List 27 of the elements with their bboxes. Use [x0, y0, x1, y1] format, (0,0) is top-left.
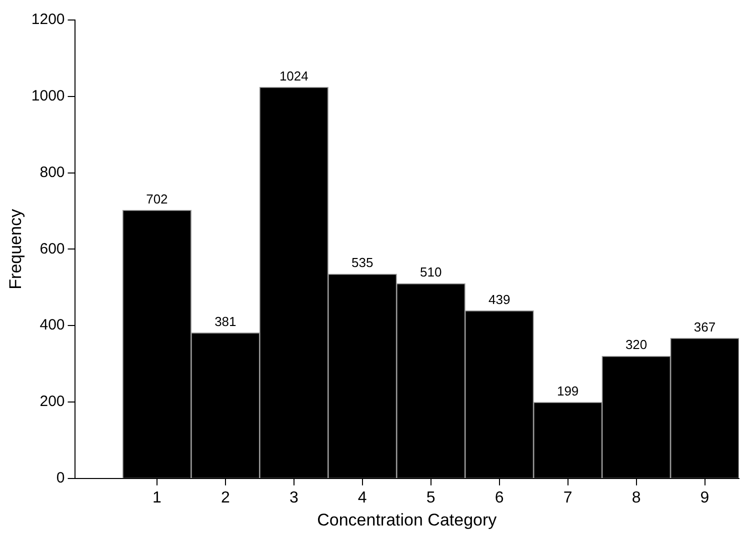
data-label: 510 [420, 264, 442, 280]
y-axis-title: Frequency [6, 208, 25, 290]
y-tick-label: 400 [40, 316, 65, 334]
x-tick-label: 9 [700, 489, 710, 506]
data-label: 320 [625, 337, 648, 352]
data-label: 702 [146, 191, 168, 206]
x-tick-label: 3 [289, 489, 298, 506]
y-tick-label: 600 [40, 240, 65, 258]
y-tick-label: 0 [56, 470, 65, 487]
x-tick-label: 2 [220, 489, 230, 506]
data-label: 199 [556, 383, 579, 398]
y-tick-label: 200 [40, 393, 65, 410]
data-label: 367 [694, 319, 716, 334]
data-label: 535 [352, 255, 374, 270]
x-axis-title: Concentration Category [317, 510, 498, 530]
data-label: 381 [214, 314, 236, 329]
y-tick-label: 1000 [31, 88, 65, 105]
x-tick-label: 6 [494, 489, 504, 506]
x-tick-label: 4 [358, 489, 367, 506]
x-tick-label: 1 [152, 489, 162, 506]
x-tick-label: 5 [426, 489, 436, 506]
x-tick-label: 7 [563, 489, 572, 506]
x-tick-label: 8 [632, 489, 641, 506]
y-tick-label: 800 [40, 164, 65, 181]
data-label: 439 [488, 292, 510, 307]
data-label: 1024 [279, 68, 308, 84]
y-tick-label: 1200 [31, 11, 65, 28]
